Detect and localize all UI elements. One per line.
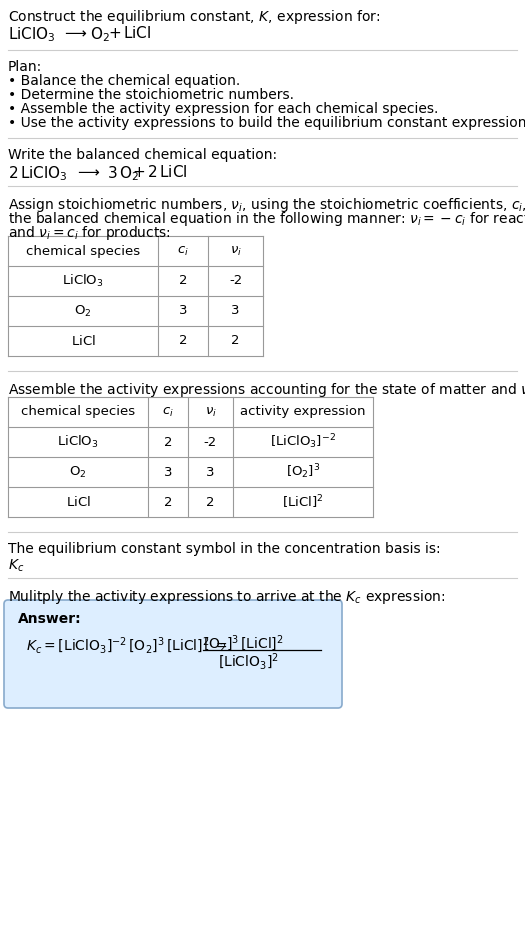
Text: Construct the equilibrium constant, $K$, expression for:: Construct the equilibrium constant, $K$,…: [8, 8, 381, 26]
Text: activity expression: activity expression: [240, 405, 366, 418]
Text: -2: -2: [204, 435, 217, 448]
Text: $c_i$: $c_i$: [162, 405, 174, 418]
Text: Write the balanced chemical equation:: Write the balanced chemical equation:: [8, 148, 277, 162]
Text: 2: 2: [206, 495, 215, 509]
Text: $[\mathrm{O_2}]^3\,[\mathrm{LiCl}]^2$: $[\mathrm{O_2}]^3\,[\mathrm{LiCl}]^2$: [203, 634, 284, 655]
Text: 2: 2: [164, 435, 172, 448]
Text: $\longrightarrow$: $\longrightarrow$: [75, 164, 101, 179]
Text: • Assemble the activity expression for each chemical species.: • Assemble the activity expression for e…: [8, 102, 438, 116]
Text: Plan:: Plan:: [8, 60, 42, 74]
Text: 2: 2: [164, 495, 172, 509]
Text: $\mathrm{LiClO_3}$: $\mathrm{LiClO_3}$: [57, 434, 99, 450]
Text: $K_c$: $K_c$: [8, 558, 24, 575]
Text: $[\mathrm{LiCl}]^2$: $[\mathrm{LiCl}]^2$: [282, 494, 324, 511]
Text: the balanced chemical equation in the following manner: $\nu_i = -c_i$ for react: the balanced chemical equation in the fo…: [8, 210, 525, 228]
Text: -2: -2: [229, 274, 242, 287]
Text: $\nu_i$: $\nu_i$: [205, 405, 216, 418]
Text: $\mathrm{O_2}$: $\mathrm{O_2}$: [90, 25, 110, 43]
Text: $K_c = [\mathrm{LiClO_3}]^{-2}\,[\mathrm{O_2}]^3\,[\mathrm{LiCl}]^2\;=$: $K_c = [\mathrm{LiClO_3}]^{-2}\,[\mathrm…: [26, 636, 227, 657]
Text: $[\mathrm{LiClO_3}]^2$: $[\mathrm{LiClO_3}]^2$: [218, 652, 279, 673]
Text: 2: 2: [178, 274, 187, 287]
Text: Assign stoichiometric numbers, $\nu_i$, using the stoichiometric coefficients, $: Assign stoichiometric numbers, $\nu_i$, …: [8, 196, 525, 214]
Text: $c_i$: $c_i$: [177, 245, 189, 257]
Text: • Use the activity expressions to build the equilibrium constant expression.: • Use the activity expressions to build …: [8, 116, 525, 130]
Text: The equilibrium constant symbol in the concentration basis is:: The equilibrium constant symbol in the c…: [8, 542, 440, 556]
Text: 2: 2: [178, 334, 187, 348]
Text: • Determine the stoichiometric numbers.: • Determine the stoichiometric numbers.: [8, 88, 294, 102]
FancyBboxPatch shape: [4, 600, 342, 708]
Text: Mulitply the activity expressions to arrive at the $K_c$ expression:: Mulitply the activity expressions to arr…: [8, 588, 445, 606]
Text: $+\,\mathrm{LiCl}$: $+\,\mathrm{LiCl}$: [108, 25, 152, 41]
Text: $\nu_i$: $\nu_i$: [229, 245, 242, 257]
Text: 3: 3: [231, 304, 240, 317]
Text: 3: 3: [164, 465, 172, 479]
Text: Assemble the activity expressions accounting for the state of matter and $\nu_i$: Assemble the activity expressions accoun…: [8, 381, 525, 399]
Text: 2: 2: [231, 334, 240, 348]
Text: $\mathrm{LiCl}$: $\mathrm{LiCl}$: [66, 495, 90, 509]
Text: $\mathrm{O_2}$: $\mathrm{O_2}$: [69, 464, 87, 479]
Text: $[\mathrm{O_2}]^3$: $[\mathrm{O_2}]^3$: [286, 463, 320, 481]
Text: $\mathrm{O_2}$: $\mathrm{O_2}$: [74, 303, 92, 318]
Text: Answer:: Answer:: [18, 612, 81, 626]
Text: $2\,\mathrm{LiClO_3}$: $2\,\mathrm{LiClO_3}$: [8, 164, 68, 183]
Text: chemical species: chemical species: [21, 405, 135, 418]
Text: 3: 3: [178, 304, 187, 317]
Text: 3: 3: [206, 465, 215, 479]
Text: • Balance the chemical equation.: • Balance the chemical equation.: [8, 74, 240, 88]
Text: $\mathrm{LiClO_3}$: $\mathrm{LiClO_3}$: [62, 273, 104, 289]
Text: $\mathrm{LiClO_3}$: $\mathrm{LiClO_3}$: [8, 25, 56, 43]
Text: $\mathrm{LiCl}$: $\mathrm{LiCl}$: [70, 334, 96, 348]
Text: $+\,2\,\mathrm{LiCl}$: $+\,2\,\mathrm{LiCl}$: [132, 164, 187, 180]
Text: $[\mathrm{LiClO_3}]^{-2}$: $[\mathrm{LiClO_3}]^{-2}$: [270, 432, 336, 451]
Text: and $\nu_i = c_i$ for products:: and $\nu_i = c_i$ for products:: [8, 224, 171, 242]
Text: $\longrightarrow$: $\longrightarrow$: [62, 25, 88, 40]
Text: $3\,\mathrm{O_2}$: $3\,\mathrm{O_2}$: [107, 164, 139, 183]
Text: chemical species: chemical species: [26, 245, 140, 257]
